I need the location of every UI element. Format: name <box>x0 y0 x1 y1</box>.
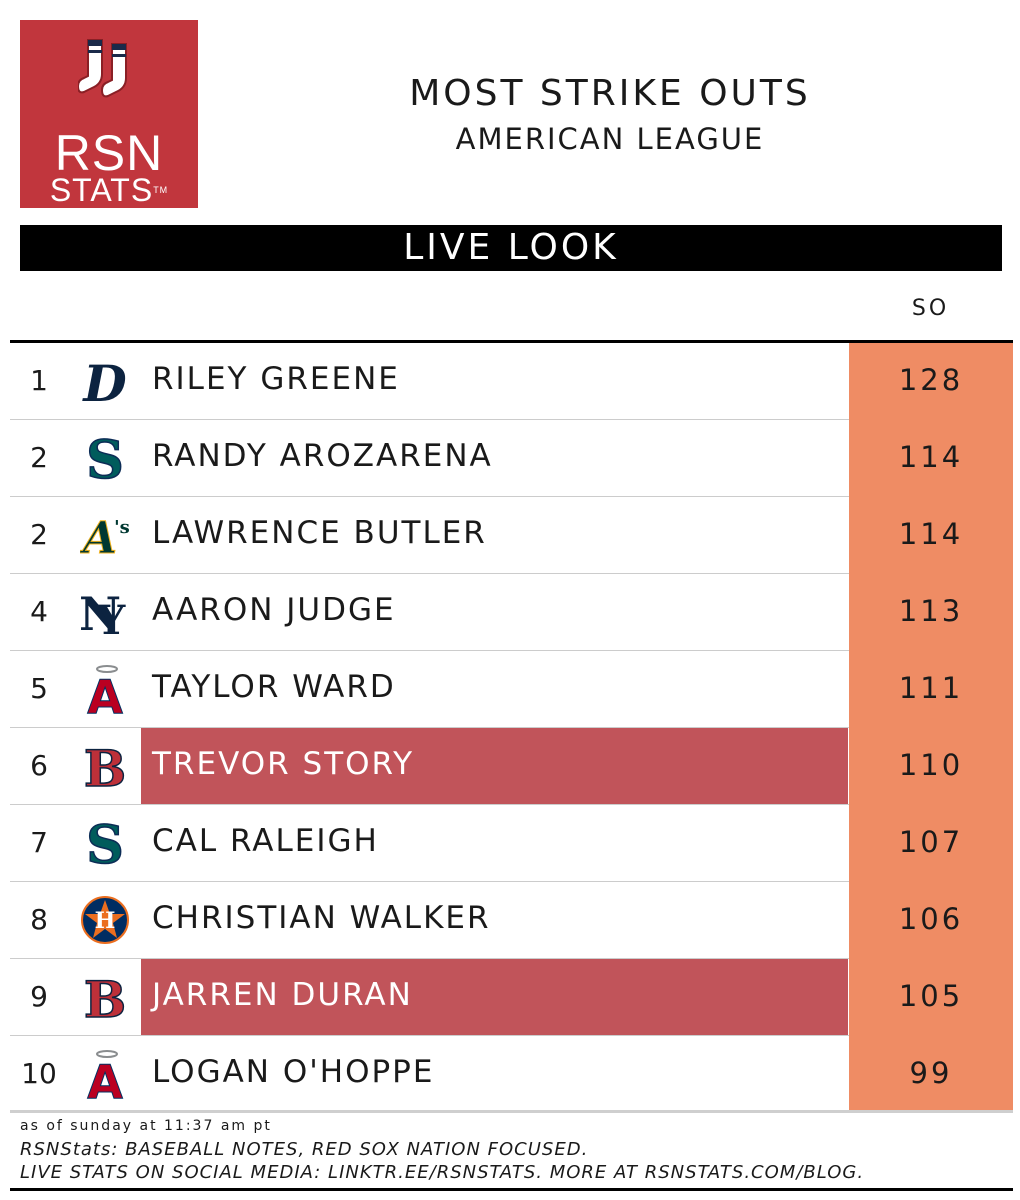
page-subtitle: AMERICAN LEAGUE <box>455 122 765 156</box>
so-column-header: SO <box>911 296 950 321</box>
red-sox-icon: B <box>83 738 127 794</box>
player-name: AARON JUDGE <box>152 592 396 628</box>
svg-text:N: N <box>80 587 121 640</box>
logo-rsn-text: RSN <box>54 125 164 181</box>
svg-text:D: D <box>81 354 126 409</box>
red-sox-icon: B <box>83 969 127 1025</box>
player-name: RILEY GREENE <box>152 361 400 397</box>
player-name: JARREN DURAN <box>141 959 848 1035</box>
live-look-banner: LIVE LOOK <box>20 225 1002 271</box>
mariners-icon: S <box>85 430 124 486</box>
so-value: 114 <box>849 420 1013 497</box>
timestamp-note: as of sunday at 11:37 am pt <box>20 1118 272 1134</box>
so-value: 99 <box>849 1036 1013 1113</box>
player-name: TREVOR STORY <box>141 728 848 804</box>
so-value: 113 <box>849 574 1013 651</box>
rsn-stats-logo: RSN STATSTM <box>20 20 198 208</box>
athletics-icon: A 's <box>80 513 130 564</box>
rank-cell: 7 <box>30 826 48 859</box>
rank-cell: 9 <box>30 980 48 1013</box>
so-value: 128 <box>849 343 1013 420</box>
yankees-icon: N Y <box>80 587 126 640</box>
rank-cell: 6 <box>30 749 48 782</box>
red-sox-socks-icon <box>78 39 127 98</box>
astros-icon: H <box>81 896 129 944</box>
table-row: 6 B TREVOR STORY 110 <box>10 728 1013 805</box>
so-value: 105 <box>849 959 1013 1036</box>
rank-cell: 8 <box>30 903 48 936</box>
table-row: 9 B JARREN DURAN 105 <box>10 959 1013 1036</box>
svg-text:'s: 's <box>114 517 130 538</box>
player-name: LAWRENCE BUTLER <box>152 515 487 551</box>
leaderboard-table: 1 D RILEY GREENE 128 2 S RANDY AROZARENA… <box>10 343 1013 1113</box>
angels-icon: A <box>87 665 124 717</box>
table-row: 2 A 's LAWRENCE BUTLER 114 <box>10 497 1013 574</box>
so-value: 110 <box>849 728 1013 805</box>
rank-cell: 1 <box>30 364 48 397</box>
table-row: 10 A LOGAN O'HOPPE 99 <box>10 1036 1013 1113</box>
svg-text:H: H <box>95 908 116 934</box>
mariners-icon: S <box>85 815 124 871</box>
svg-text:B: B <box>84 739 126 794</box>
page-title: MOST STRIKE OUTS <box>409 73 811 114</box>
footer-links: LIVE STATS ON SOCIAL MEDIA: LINKTR.EE/RS… <box>20 1162 865 1183</box>
player-name: CHRISTIAN WALKER <box>152 900 491 936</box>
table-bottom-rule <box>10 1110 1013 1113</box>
footer-tagline: RSNStats: BASEBALL NOTES, RED SOX NATION… <box>20 1139 589 1160</box>
player-name: TAYLOR WARD <box>152 669 396 705</box>
player-name: CAL RALEIGH <box>152 823 379 859</box>
svg-text:A: A <box>87 670 123 717</box>
table-row: 7 S CAL RALEIGH 107 <box>10 805 1013 882</box>
rank-cell: 2 <box>30 441 48 474</box>
footer-bottom-rule <box>10 1188 1013 1191</box>
so-value: 111 <box>849 651 1013 728</box>
table-row: 8 H CHRISTIAN WALKER 106 <box>10 882 1013 959</box>
svg-text:B: B <box>84 970 126 1025</box>
table-row: 2 S RANDY AROZARENA 114 <box>10 420 1013 497</box>
table-top-rule <box>10 340 1013 343</box>
rank-cell: 2 <box>30 518 48 551</box>
svg-text:S: S <box>86 815 124 871</box>
svg-text:A: A <box>87 1055 123 1102</box>
table-row: 5 A TAYLOR WARD 111 <box>10 651 1013 728</box>
player-name: RANDY AROZARENA <box>152 438 493 474</box>
svg-text:Y: Y <box>96 597 126 640</box>
rank-cell: 10 <box>21 1057 57 1090</box>
player-name: LOGAN O'HOPPE <box>152 1054 435 1090</box>
so-value: 106 <box>849 882 1013 959</box>
trademark-mark: TM <box>153 185 169 195</box>
so-value: 114 <box>849 497 1013 574</box>
tigers-icon: D <box>81 354 126 409</box>
so-value: 107 <box>849 805 1013 882</box>
angels-icon: A <box>87 1050 124 1102</box>
table-row: 4 N Y AARON JUDGE 113 <box>10 574 1013 651</box>
svg-text:A: A <box>80 513 117 563</box>
rank-cell: 5 <box>30 672 48 705</box>
rank-cell: 4 <box>30 595 48 628</box>
table-row: 1 D RILEY GREENE 128 <box>10 343 1013 420</box>
logo-stats-text: STATSTM <box>49 172 169 208</box>
svg-text:S: S <box>86 430 124 486</box>
